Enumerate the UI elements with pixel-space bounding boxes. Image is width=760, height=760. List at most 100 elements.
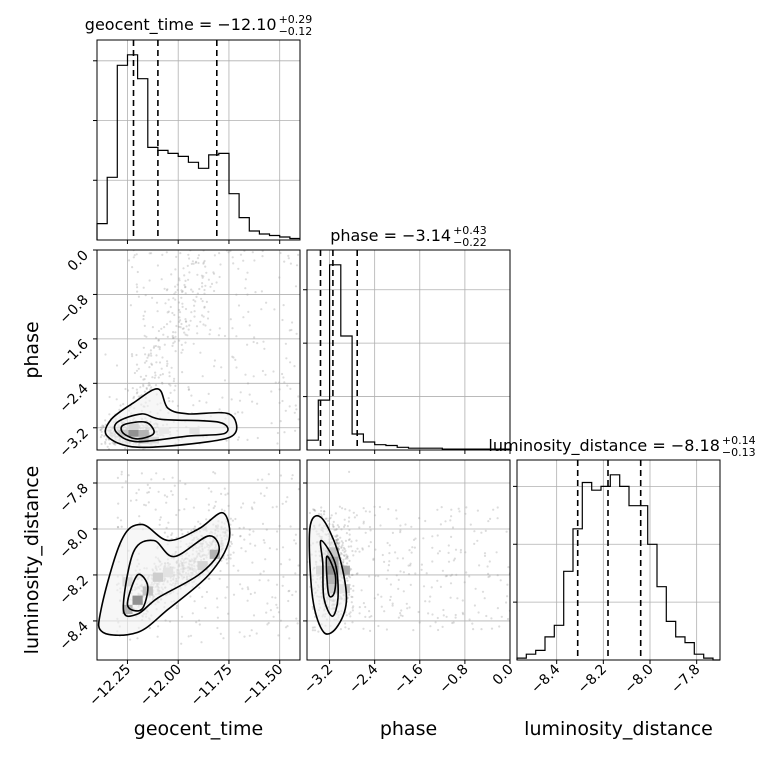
y-tick-label-p: 0.0	[65, 248, 92, 275]
scatter-point	[178, 308, 181, 312]
scatter-point	[246, 438, 249, 441]
scatter-point	[417, 610, 420, 614]
scatter-point	[104, 419, 107, 422]
scatter-point	[157, 376, 160, 379]
scatter-point	[335, 528, 338, 531]
scatter-point	[287, 590, 290, 593]
scatter-point	[275, 603, 278, 606]
scatter-point	[399, 531, 402, 534]
title-main: phase = −3.14	[330, 226, 451, 245]
scatter-point	[340, 528, 343, 531]
scatter-point	[202, 315, 205, 318]
scatter-point	[112, 442, 115, 446]
scatter-point	[133, 371, 136, 375]
scatter-point	[377, 624, 380, 628]
contour-line	[120, 420, 155, 440]
scatter-point	[176, 288, 179, 292]
scatter-point	[346, 555, 349, 559]
scatter-point	[209, 285, 212, 288]
scatter-point	[297, 564, 300, 567]
scatter-point	[260, 308, 263, 311]
scatter-point	[137, 295, 140, 298]
scatter-point	[223, 509, 226, 512]
scatter-point	[184, 292, 187, 295]
scatter-point	[431, 546, 434, 549]
scatter-point	[265, 486, 268, 489]
scatter-point	[124, 480, 127, 483]
scatter-point	[364, 605, 367, 609]
scatter-point	[261, 255, 264, 258]
scatter-point	[346, 562, 349, 565]
scatter-point	[166, 362, 169, 365]
scatter-point	[175, 255, 178, 258]
scatter-point	[184, 318, 187, 321]
scatter-point	[279, 420, 282, 423]
scatter-point	[293, 411, 296, 414]
scatter-point	[242, 316, 245, 319]
scatter-point	[161, 373, 164, 376]
scatter-point	[227, 612, 230, 615]
scatter-point	[160, 381, 164, 384]
scatter-point	[344, 557, 347, 560]
scatter-point	[130, 353, 134, 356]
scatter-point	[129, 638, 132, 641]
scatter-point	[207, 577, 210, 580]
scatter-point	[295, 332, 298, 335]
scatter-point	[140, 472, 143, 475]
scatter-point	[337, 525, 340, 529]
scatter-point	[242, 526, 245, 529]
scatter-point	[135, 253, 138, 256]
scatter-point	[342, 554, 345, 557]
scatter-point	[226, 562, 229, 565]
scatter-point	[278, 388, 281, 391]
scatter-point	[205, 271, 208, 274]
scatter-point	[147, 353, 150, 356]
scatter-point	[294, 542, 297, 545]
scatter-point	[192, 241, 194, 243]
scatter-point	[210, 490, 213, 493]
scatter-point	[368, 575, 371, 578]
scatter-point	[196, 292, 199, 295]
scatter-point	[100, 430, 103, 433]
scatter-point	[104, 442, 107, 445]
scatter-point	[154, 371, 157, 374]
scatter-point	[499, 579, 502, 582]
x-axis-label-geocent-time: geocent_time	[134, 718, 263, 740]
scatter-point	[133, 254, 136, 257]
scatter-point	[194, 261, 197, 264]
scatter-point	[354, 550, 357, 553]
scatter-point	[104, 353, 107, 356]
scatter-point	[234, 412, 237, 415]
scatter-point	[216, 606, 219, 609]
scatter-point	[171, 532, 174, 535]
scatter-point	[409, 564, 412, 567]
scatter-point	[444, 575, 447, 578]
scatter-point	[237, 436, 240, 439]
scatter-point	[379, 524, 382, 527]
scatter-point	[232, 551, 235, 554]
scatter-point	[104, 423, 107, 426]
scatter-point	[195, 325, 199, 328]
scatter-point	[244, 287, 247, 290]
scatter-point	[121, 461, 123, 463]
scatter-point	[120, 470, 123, 473]
scatter-point	[186, 264, 189, 267]
scatter-point	[193, 315, 196, 318]
scatter-point	[221, 396, 224, 399]
scatter-point	[171, 334, 174, 338]
scatter-point	[487, 572, 490, 575]
scatter-point	[235, 366, 238, 369]
scatter-point	[380, 595, 383, 598]
scatter-point	[192, 527, 195, 530]
scatter-point	[232, 356, 235, 359]
title-minus: −0.12	[279, 25, 313, 38]
scatter-point	[180, 615, 184, 618]
scatter-point	[124, 387, 127, 391]
scatter-point	[119, 404, 122, 407]
scatter-point	[391, 531, 394, 535]
scatter-point	[194, 300, 197, 303]
scatter-point	[284, 626, 288, 629]
scatter-point	[294, 572, 297, 575]
scatter-point	[202, 262, 205, 265]
scatter-point	[193, 525, 197, 528]
